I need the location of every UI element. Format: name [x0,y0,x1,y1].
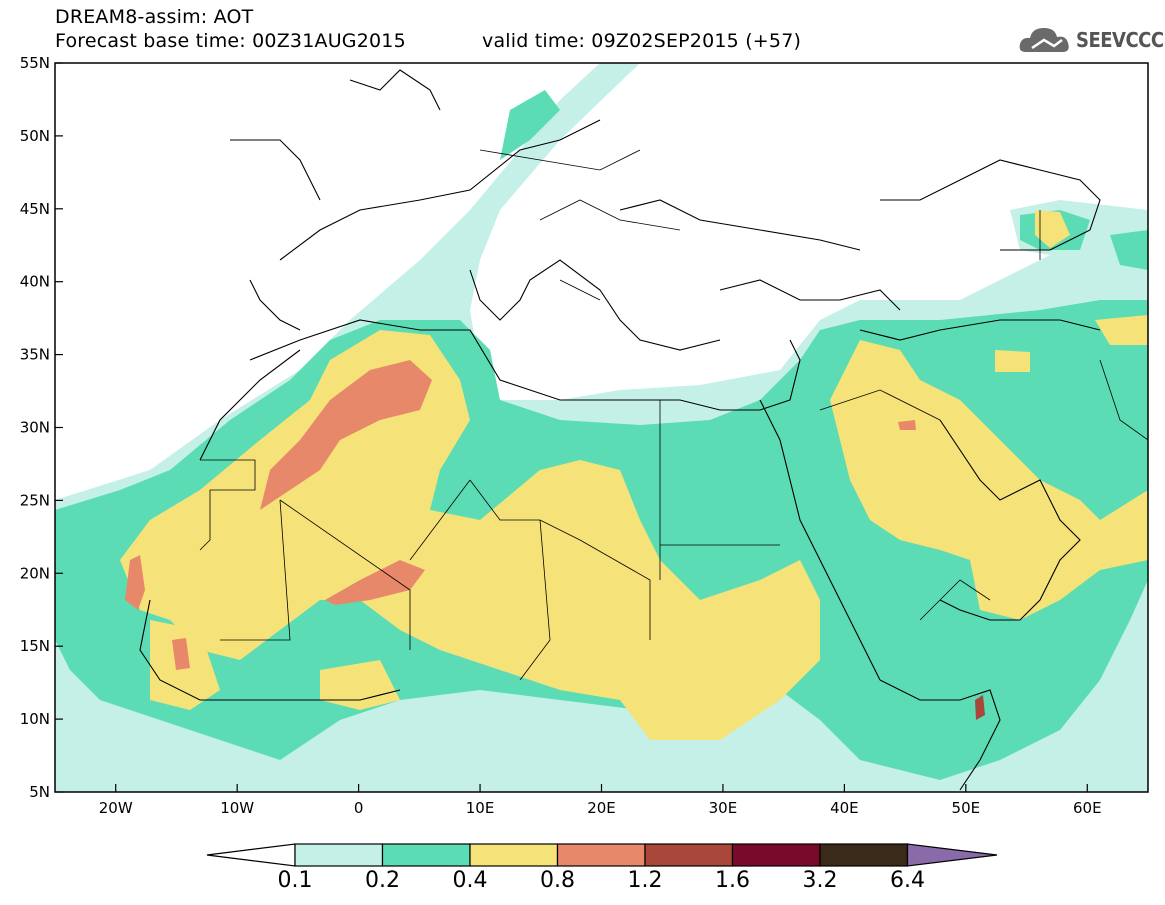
x-tick-label: 0 [354,799,364,817]
x-tick-label: 20W [99,799,133,817]
map-title: DREAM8-assim: AOT [55,6,254,28]
colorbar-over-arrow [906,843,998,867]
y-tick-label: 25N [20,491,50,509]
colorbar-label: 0.2 [365,868,400,893]
x-tick-label: 20E [587,799,616,817]
colorbar-under-arrow [206,843,296,867]
cloud-icon [1019,28,1069,52]
colorbar-label: 6.4 [890,868,925,893]
coastlines [139,69,1101,791]
country-borders [199,149,1149,681]
y-tick-label: 5N [29,783,50,801]
colorbar-swatch [381,843,471,867]
x-tick-label: 60E [1073,799,1102,817]
colorbar-swatch [644,843,734,867]
x-tick-label: 40E [830,799,859,817]
y-tick-label: 15N [20,637,50,655]
colorbar-label: 1.2 [627,868,663,893]
seevccc-logo: SEEVCCC [1018,22,1164,56]
colorbar-swatch [819,843,909,867]
x-tick-label: 10E [466,799,495,817]
colorbar-label: 0.8 [540,868,575,893]
y-tick-label: 35N [20,346,50,364]
colorbar-swatch [469,843,559,867]
x-tick-label: 50E [952,799,981,817]
y-tick-label: 55N [20,54,50,72]
x-tick-label: 30E [709,799,738,817]
colorbar [206,843,998,867]
logo-text: SEEVCCC [1076,28,1164,52]
y-tick-label: 10N [20,710,50,728]
y-tick-label: 50N [20,127,50,145]
aot-level-1.2 [975,695,985,720]
aot-level-0.8 [125,360,916,670]
base-time: Forecast base time: 00Z31AUG2015 [55,30,406,52]
x-axis: 20W 10W 0 10E 20E 30E 40E 50E 60E [99,784,1102,817]
valid-time: valid time: 09Z02SEP2015 (+57) [482,30,802,52]
y-tick-label: 45N [20,200,50,218]
colorbar-label: 1.6 [715,868,750,893]
colorbar-label: 0.4 [452,868,488,893]
forecast-times: Forecast base time: 00Z31AUG2015 valid ti… [55,30,801,52]
x-tick-label: 10W [220,799,254,817]
y-tick-label: 40N [20,273,50,291]
y-tick-label: 20N [20,564,50,582]
aot-level-0.4 [120,210,1148,740]
y-tick-label: 30N [20,419,50,437]
colorbar-swatch [556,843,646,867]
colorbar-label: 3.2 [802,868,838,893]
colorbar-swatch [731,843,821,867]
colorbar-label: 0.1 [277,868,313,893]
aot-field [55,63,1148,792]
y-axis: 55N 50N 45N 40N 35N 30N 25N 20N 15N 10N 5N [20,54,63,801]
colorbar-swatch [294,843,384,867]
